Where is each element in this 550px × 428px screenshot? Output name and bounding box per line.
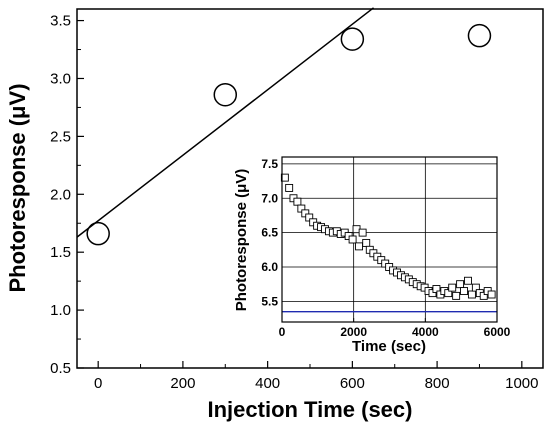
inset-data-point — [448, 283, 457, 292]
main-fit-line — [76, 7, 375, 238]
main-x-tick-label: 600 — [340, 375, 365, 392]
inset-background — [282, 157, 497, 322]
main-x-tick-label: 200 — [170, 375, 195, 392]
inset-x-tick-label: 0 — [279, 325, 286, 339]
inset-data-point — [456, 280, 465, 289]
inset-data-point — [487, 290, 496, 299]
inset-y-tick-label: 6.5 — [261, 226, 278, 240]
inset-y-tick-label: 6.0 — [261, 260, 278, 274]
inset-y-tick-label: 7.0 — [261, 191, 278, 205]
main-y-tick-label: 2.5 — [50, 128, 71, 145]
inset-data-point — [452, 291, 461, 300]
inset-data-point — [293, 197, 302, 206]
inset-y-axis-label: Photoresponse (μV) — [233, 169, 250, 312]
inset-data-point — [285, 183, 294, 192]
inset-data-point — [464, 276, 472, 285]
main-points — [86, 23, 492, 246]
main-y-tick-label: 3.0 — [50, 70, 71, 87]
inset-chart: 5.56.06.57.07.50 2000 4000 6000 Time (sec) … — [233, 156, 511, 355]
main-x-tick-label: 800 — [425, 375, 450, 392]
main-data-point — [340, 27, 365, 51]
inset-y-tick-label: 7.5 — [261, 157, 278, 171]
main-y-tick-label: 2.0 — [50, 186, 71, 203]
main-x-axis-label: Injection Time (sec) — [208, 397, 413, 422]
main-x-tick-label: 1000 — [505, 375, 538, 392]
main-y-tick-label: 3.5 — [50, 13, 71, 30]
inset-x-tick-label: 6000 — [484, 325, 511, 339]
main-x-tick-label: 400 — [255, 375, 280, 392]
inset-points — [280, 173, 496, 300]
main-y-tick-label: 1.0 — [50, 302, 71, 319]
inset-data-point — [362, 238, 371, 247]
main-y-tick-label: 1.5 — [50, 244, 71, 261]
inset-data-point — [460, 287, 468, 296]
main-tick-labels: 0 200 400 600 800 1000 0.5 1.0 1.5 2.0 2.5 3.0 3.5 — [50, 13, 538, 392]
main-ticks — [77, 19, 523, 369]
inset-data-point — [348, 235, 357, 244]
main-x-tick-label: 0 — [94, 375, 102, 392]
inset-plot-frame — [281, 156, 498, 323]
main-y-axis-label: Photoresponse (μV) — [5, 83, 30, 292]
main-y-tick-label: 0.5 — [50, 360, 71, 377]
main-data-point — [467, 23, 492, 48]
main-fit-layer — [76, 7, 375, 238]
inset-tick-labels: 5.5 6.0 6.5 7.0 7.5 0 2000 4000 6000 — [261, 157, 510, 339]
main-chart: 0 200 400 600 800 1000 0.5 1.0 1.5 2.0 2.5 3.0 3.5 I… — [5, 7, 544, 422]
main-data-point — [86, 221, 110, 246]
main-data-point — [213, 82, 238, 107]
inset-ticks — [281, 318, 498, 322]
inset-y-tick-label: 5.5 — [261, 294, 278, 308]
inset-data-point — [358, 228, 367, 237]
inset-data-point — [467, 290, 476, 299]
inset-x-axis-label: Time (sec) — [352, 338, 426, 355]
inset-data-point — [280, 173, 289, 182]
inset-x-tick-label: 2000 — [340, 325, 367, 339]
inset-data-point — [355, 242, 363, 251]
inset-x-tick-label: 4000 — [412, 325, 439, 339]
